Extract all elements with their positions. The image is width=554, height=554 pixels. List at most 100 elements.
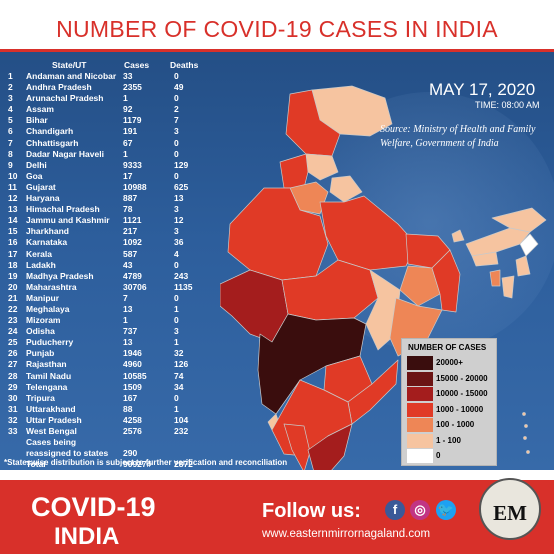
footer: COVID-19 INDIA Follow us: f ◎ 🐦 www.east… — [0, 470, 554, 554]
row-state: Maharashtra — [26, 281, 77, 292]
row-deaths: 4 — [174, 248, 179, 259]
row-state: Andaman and Nicobar — [26, 71, 117, 81]
map-region-arunachal — [491, 207, 547, 233]
row-cases: 2576 — [123, 426, 142, 436]
map-region-nagaland — [519, 233, 539, 257]
row-cases: 1092 — [123, 237, 142, 248]
legend-swatch — [407, 387, 433, 401]
row-number: 18 — [8, 259, 18, 270]
instagram-icon[interactable]: ◎ — [410, 500, 430, 520]
row-number: 3 — [8, 93, 13, 104]
legend-item: 100 - 1000 — [407, 417, 493, 433]
row-deaths: 1135 — [174, 281, 193, 292]
row-cases: 9333 — [123, 159, 142, 170]
table-row: 17 Kerala 587 4 — [4, 249, 214, 260]
row-state: Delhi — [26, 159, 47, 170]
report-date: MAY 17, 2020 — [429, 80, 536, 99]
legend-item: 15000 - 20000 — [407, 371, 493, 387]
row-number: 21 — [8, 292, 18, 303]
row-number: 25 — [8, 337, 18, 348]
row-number: 17 — [8, 248, 18, 259]
map-region-tripura — [489, 269, 501, 287]
header-deaths: Deaths — [170, 60, 199, 70]
row-state: Gujarat — [26, 181, 56, 192]
legend-swatch — [407, 356, 433, 370]
table-row: 23 Mizoram 1 0 — [4, 315, 214, 326]
table-row: 14 Jammu and Kashmir 1121 12 — [4, 215, 214, 226]
table-row: 12 Haryana 887 13 — [4, 193, 214, 204]
row-number: 31 — [8, 403, 18, 414]
row-number: 22 — [8, 303, 18, 314]
row-state: Assam — [26, 104, 54, 115]
row-number: 9 — [8, 159, 13, 170]
row-deaths: 126 — [174, 359, 189, 370]
row-state: Tamil Nadu — [26, 370, 72, 381]
row-number: 10 — [8, 170, 18, 181]
header-state: State/UT — [52, 60, 87, 70]
row-state: Jharkhand — [26, 226, 69, 237]
row-number: 14 — [8, 215, 18, 226]
footnote: *Stateswise distribution is subject to f… — [4, 458, 288, 467]
website-link[interactable]: www.easternmirrornagaland.com — [262, 528, 431, 540]
table-row: 16 Karnataka 1092 36 — [4, 237, 214, 248]
row-number: 24 — [8, 326, 18, 337]
row-deaths: 49 — [174, 82, 184, 93]
row-state: Uttarakhand — [26, 403, 76, 414]
row-state: Tripura — [26, 392, 55, 403]
header-cases: Cases — [124, 60, 150, 70]
table-row: 20 Maharashtra 30706 1135 — [4, 282, 214, 293]
map-legend: NUMBER OF CASES 20000+ 15000 - 20000 10000… — [401, 338, 497, 466]
row-number: 4 — [8, 104, 13, 115]
row-deaths: 74 — [174, 370, 184, 381]
legend-item: 20000+ — [407, 355, 493, 371]
row-number: 8 — [8, 148, 13, 159]
row-state: Chandigarh — [26, 126, 74, 137]
row-state: reassigned to states — [26, 448, 109, 459]
row-deaths: 0 — [174, 71, 179, 81]
legend-label: 1000 - 10000 — [436, 404, 484, 414]
title-divider — [0, 49, 554, 52]
row-state: Madhya Pradesh — [26, 270, 94, 281]
table-row: 25 Puducherry 13 1 — [4, 337, 214, 348]
twitter-icon[interactable]: 🐦 — [436, 500, 456, 520]
row-cases: 4789 — [123, 270, 142, 281]
row-deaths: 36 — [174, 237, 184, 248]
facebook-icon[interactable]: f — [385, 500, 405, 520]
table-row: 15 Jharkhand 217 3 — [4, 226, 214, 237]
row-number: 6 — [8, 126, 13, 137]
row-state: Arunachal Pradesh — [26, 93, 104, 104]
table-row: 13 Himachal Pradesh 78 3 — [4, 204, 214, 215]
row-cases: 43 — [123, 259, 133, 270]
row-cases: 92 — [123, 104, 133, 115]
row-number: 7 — [8, 137, 13, 148]
row-cases: 90927# — [123, 459, 152, 470]
table-row: 7 Chhattisgarh 67 0 — [4, 138, 214, 149]
row-deaths: 0 — [174, 259, 179, 270]
row-deaths: 0 — [174, 148, 179, 159]
map-island-dot — [523, 436, 527, 440]
row-cases: 887 — [123, 193, 138, 204]
table-row: 30 Tripura 167 0 — [4, 393, 214, 404]
table-row: 27 Rajasthan 4960 126 — [4, 359, 214, 370]
table-row: 9 Delhi 9333 129 — [4, 160, 214, 171]
table-header: State/UT Cases Deaths — [4, 60, 214, 71]
table-row: 33 West Bengal 2576 232 — [4, 426, 214, 437]
cases-table: State/UT Cases Deaths 1 Andaman and Nicob… — [4, 60, 214, 470]
row-cases: 4258 — [123, 414, 142, 425]
india-map — [220, 85, 547, 470]
row-cases: 290 — [123, 448, 138, 459]
row-cases: 30706 — [123, 281, 147, 292]
map-region-rajasthan — [227, 187, 329, 281]
footer-bar: COVID-19 INDIA Follow us: f ◎ 🐦 www.east… — [0, 480, 554, 554]
legend-label: 15000 - 20000 — [436, 373, 488, 383]
row-cases: 167 — [123, 392, 138, 403]
row-number: 16 — [8, 237, 18, 248]
row-state: Cases being — [26, 437, 77, 448]
row-cases: 1179 — [123, 115, 142, 126]
row-deaths: 32 — [174, 348, 184, 359]
row-state: Punjab — [26, 348, 55, 359]
row-number: 2 — [8, 82, 13, 93]
row-deaths: 1 — [174, 337, 179, 348]
row-deaths: 0 — [174, 315, 179, 326]
legend-label: 20000+ — [436, 358, 463, 367]
